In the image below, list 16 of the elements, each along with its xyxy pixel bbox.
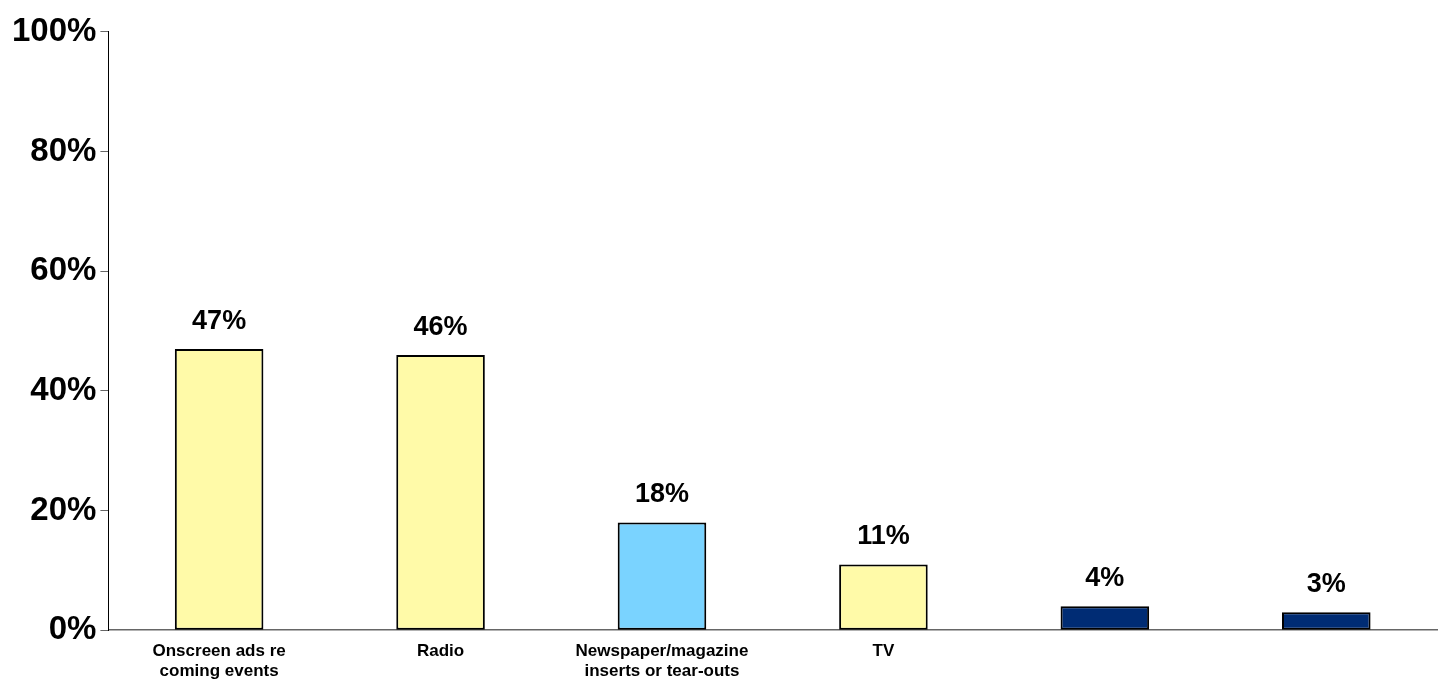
x-tick-label: Newspaper/magazine inserts or tear-outs [575,641,749,681]
x-tick-label: Onscreen ads re coming events [152,641,286,681]
y-tick-label: 100% [12,10,97,48]
y-tick-label: 0% [48,609,97,647]
y-tick-label: 40% [30,369,97,407]
y-tick-label: 60% [30,250,97,288]
y-tick-label: 20% [30,489,97,527]
data-label: 47% [192,304,247,335]
data-label: 11% [857,520,910,551]
data-label: 46% [413,310,468,341]
x-tick-label: Radio [416,641,465,661]
data-label: 3% [1306,568,1346,599]
y-tick-label: 80% [30,130,97,168]
data-label: 18% [634,478,690,509]
data-label: 4% [1085,562,1125,593]
x-tick-label: TV [872,641,895,661]
